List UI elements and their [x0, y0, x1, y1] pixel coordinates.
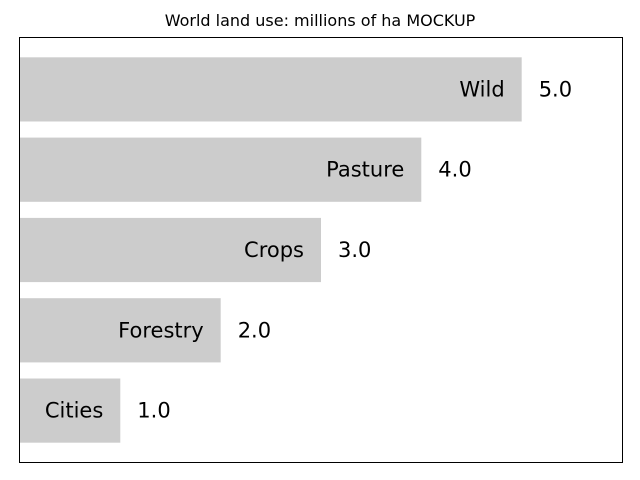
- category-label-cities: Cities: [45, 399, 103, 423]
- category-label-wild: Wild: [459, 77, 504, 101]
- bar-crops: [20, 217, 321, 283]
- bars-layer: Wild 5.0 Pasture 4.0 Crops 3.0 Forestry 2.0 Citi…: [20, 57, 572, 443]
- value-label-wild: 5.0: [539, 77, 572, 101]
- chart-title: World land use: millions of ha MOCKUP: [164, 11, 476, 30]
- value-label-crops: 3.0: [338, 238, 371, 262]
- category-label-pasture: Pasture: [326, 158, 404, 182]
- bar-forestry: [20, 298, 221, 363]
- category-label-forestry: Forestry: [118, 318, 204, 342]
- bar-wild: [20, 57, 522, 122]
- bar-pasture: [20, 137, 422, 202]
- plot-frame: [19, 37, 623, 463]
- value-label-cities: 1.0: [137, 399, 170, 423]
- value-label-pasture: 4.0: [438, 158, 471, 182]
- value-label-forestry: 2.0: [238, 318, 271, 342]
- category-label-crops: Crops: [244, 238, 304, 262]
- bar-cities: [20, 378, 121, 443]
